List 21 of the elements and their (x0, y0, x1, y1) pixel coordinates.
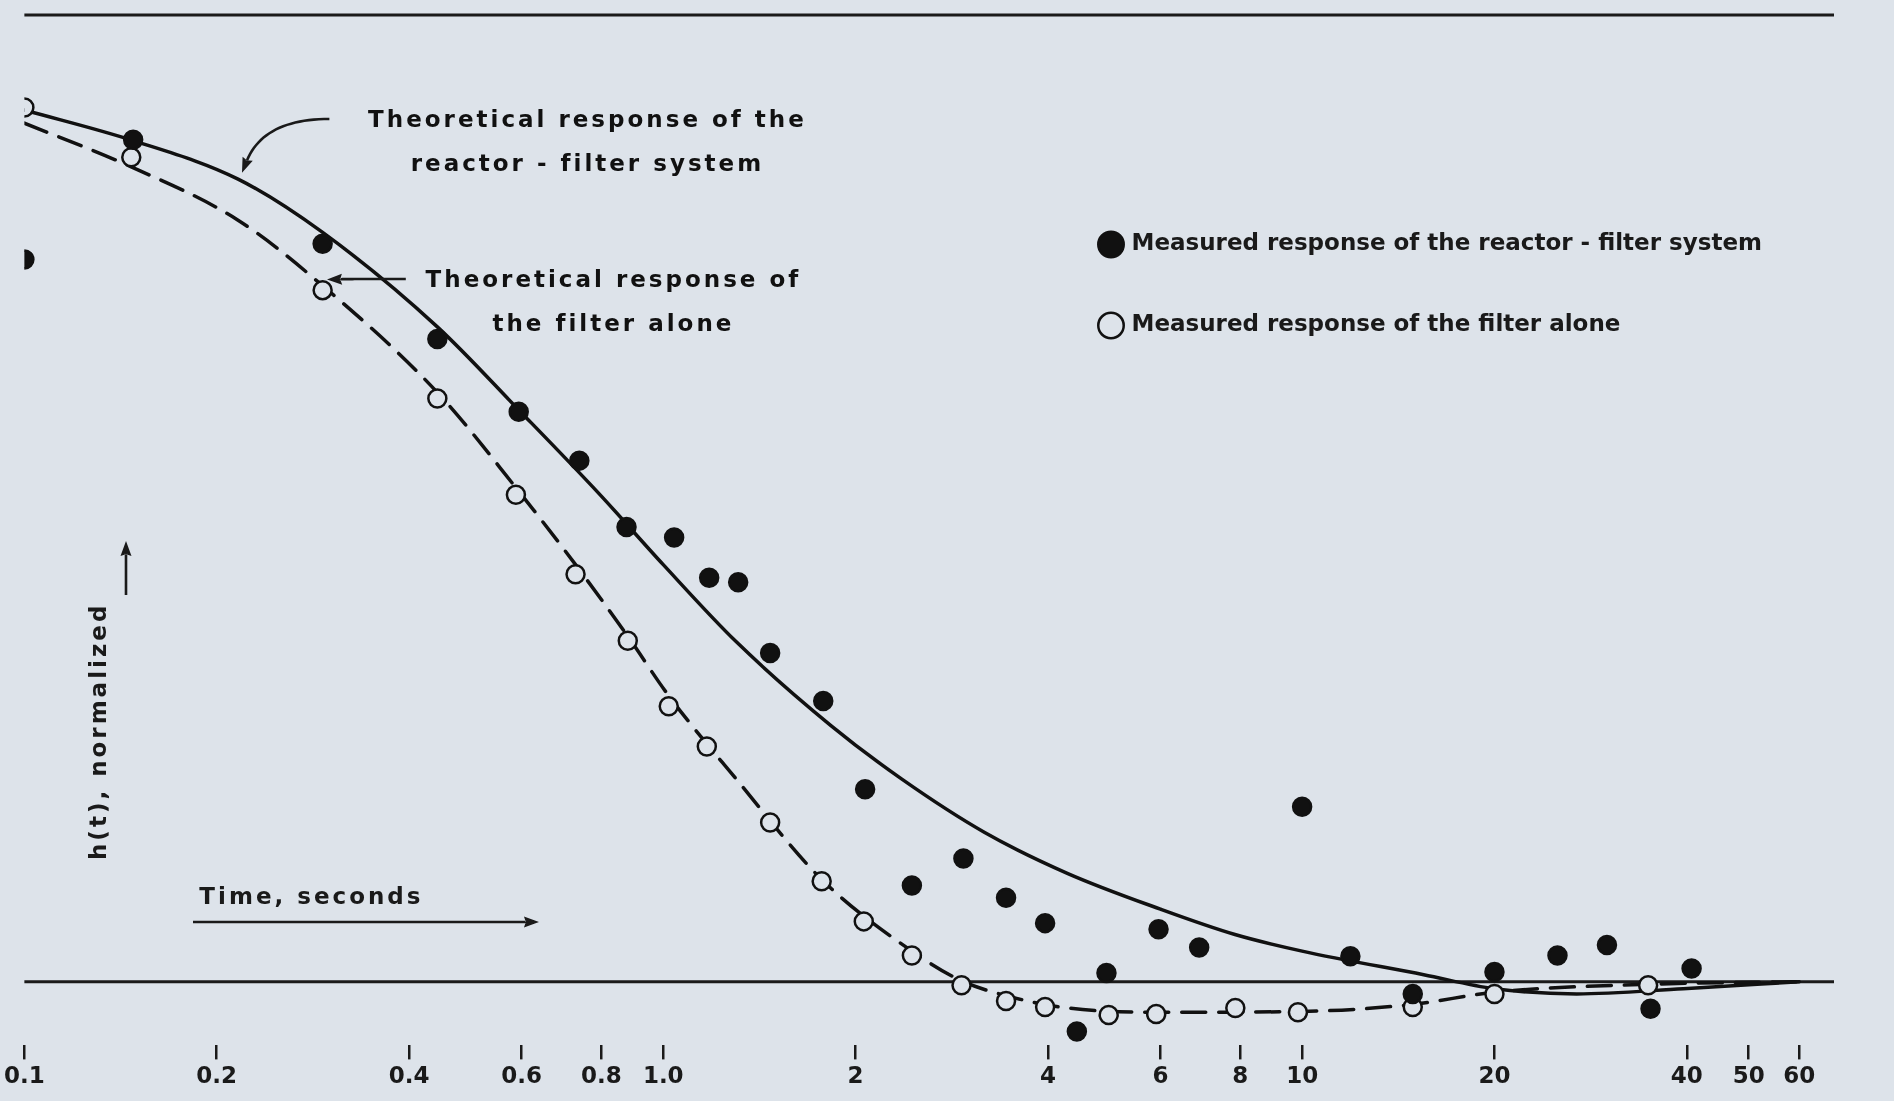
x-tick-label: 1.0 (642, 1062, 684, 1089)
x-tick-label: 8 (1232, 1062, 1249, 1089)
x-tick-label: 2 (847, 1062, 864, 1089)
x-tick-label: 0.8 (580, 1062, 622, 1089)
legend-label: Theoretical response of the reactor - filter system (367, 105, 808, 179)
x-axis-title: Time, seconds (199, 881, 424, 911)
x-tick-label: 60 (1783, 1062, 1816, 1089)
x-tick-label: 0.6 (501, 1062, 542, 1089)
legend-label: Theoretical response of the filter alone (424, 265, 803, 339)
x-tick-label: 10 (1286, 1062, 1319, 1089)
x-tick-label: 6 (1152, 1062, 1169, 1089)
x-tick-label: 40 (1670, 1062, 1703, 1089)
legend-label: Measured response of the filter alone (1131, 310, 1621, 337)
x-tick-label: 4 (1039, 1062, 1056, 1089)
y-axis-title: h(t), normalized (84, 602, 113, 860)
x-tick-label: 50 (1732, 1062, 1765, 1089)
x-tick-label: 0.4 (388, 1062, 430, 1089)
x-tick-label: 20 (1478, 1062, 1511, 1089)
x-tick-label: 0.2 (196, 1062, 238, 1089)
legend-label: Measured response of the reactor - filter system (1131, 229, 1762, 256)
x-tick-label: 0.1 (4, 1062, 45, 1089)
